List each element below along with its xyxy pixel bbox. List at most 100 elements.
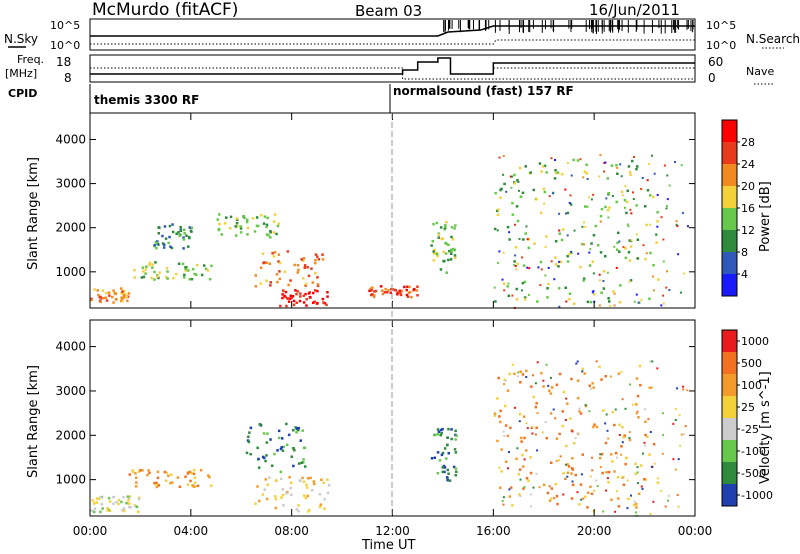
power-colorbar-label: Power [dB] [758,181,773,252]
data-cell [579,158,582,161]
data-cell [246,226,250,230]
data-cell [133,276,136,279]
data-cell [677,505,680,508]
data-cell [443,228,446,231]
data-cell [301,429,304,432]
data-cell [499,486,502,489]
data-cell [566,471,570,474]
data-cell [305,486,309,489]
colorbar-segment [722,418,737,441]
data-cell [606,477,609,480]
data-cell [292,299,296,303]
data-cell [122,291,125,295]
data-cell [408,290,412,294]
data-cell [620,190,624,194]
data-cell [507,294,511,297]
data-cell [299,295,302,298]
data-cell [218,222,221,226]
data-cell [506,434,510,438]
data-cell [451,238,455,241]
data-cell [508,451,510,454]
data-cell [444,252,448,255]
data-cell [540,371,543,375]
data-cell [532,395,535,399]
data-cell [521,373,525,376]
data-cell [520,195,523,198]
data-cell [186,483,190,486]
data-cell [406,295,410,298]
data-cell [615,266,618,269]
data-cell [294,426,297,429]
data-cell [406,285,409,288]
ytick-label: 3000 [55,384,86,398]
data-cell [291,295,295,298]
data-cell [618,250,621,253]
data-cell [634,472,637,475]
data-cell [443,447,447,450]
data-cell [303,494,306,497]
data-cell [399,291,402,294]
xtick-label: 00:00 [73,524,108,538]
data-cell [181,262,185,266]
data-cell [310,489,314,492]
data-cell [602,287,606,290]
data-cell [105,291,108,295]
data-cell [196,263,199,267]
data-cell [554,417,557,420]
data-cell [258,499,261,503]
data-cell [624,206,626,209]
colorbar-segment [722,208,737,231]
data-cell [170,246,174,250]
data-cell [313,482,316,486]
data-cell [182,236,185,239]
data-cell [289,486,292,490]
data-cell [403,285,406,289]
data-cell [192,485,196,488]
data-cell [151,263,154,266]
data-cell [618,240,621,243]
data-cell [666,174,669,177]
data-cell [146,473,149,477]
data-cell [641,177,644,179]
data-cell [167,241,170,245]
colorbar-segment [722,440,737,463]
data-cell [447,243,450,247]
data-cell [509,175,512,178]
data-cell [207,474,210,477]
data-cell [455,434,458,437]
data-cell [527,479,530,483]
data-cell [571,430,574,433]
data-cell [415,289,418,292]
data-cell [629,173,632,177]
data-cell [617,497,620,500]
data-cell [603,170,606,173]
data-cell [387,289,390,292]
data-cell [433,252,436,255]
freq-tick-bottom: 8 [64,71,72,85]
data-cell [599,220,602,223]
data-cell [502,503,505,506]
colorbar-segment [722,120,737,143]
data-cell [621,425,624,429]
data-cell [584,225,587,228]
data-cell [615,456,618,459]
data-cell [565,212,567,215]
data-cell [454,256,457,260]
data-cell [613,245,616,248]
freq-trace [90,57,695,75]
data-cell [605,489,607,492]
data-cell [188,278,191,281]
data-cell [251,217,255,220]
data-cell [545,171,548,174]
data-cell [562,390,566,394]
data-cell [535,198,538,201]
data-cell [282,445,285,449]
data-cell [370,293,373,297]
colorbar-segment [722,352,737,375]
data-cell [441,451,445,455]
data-cell [122,507,126,510]
data-cell [545,363,548,366]
data-cell [93,510,96,514]
data-cell [452,465,456,469]
freq-unit-label: [MHz] [5,67,37,80]
